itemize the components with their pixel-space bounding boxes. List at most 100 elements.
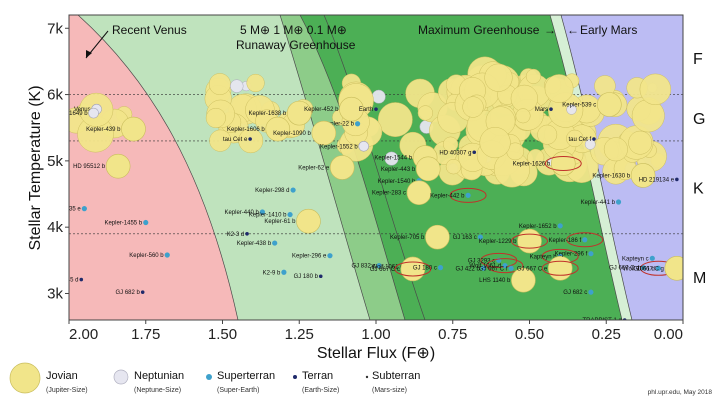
planet-marker	[327, 253, 333, 259]
background-planet-marker	[238, 128, 264, 154]
planet-marker	[502, 263, 508, 269]
planet-label: Kepler-1652 b	[519, 224, 557, 230]
planet-marker	[477, 234, 483, 240]
planet-label: Wolf 1061 d	[469, 264, 501, 270]
planet-label: Kepler-452 b	[304, 107, 339, 113]
highlight-ring	[566, 232, 604, 248]
planet-label: GJ 422 b	[455, 266, 480, 272]
planet-marker	[329, 155, 355, 180]
planet-marker	[281, 269, 287, 275]
planet-marker	[311, 120, 337, 146]
planet-label: Kepler-441 b	[581, 200, 616, 206]
x-tick-label: 1.00	[361, 326, 390, 343]
background-planet-marker	[628, 130, 653, 155]
planet-label: Mars	[535, 107, 548, 113]
planet-label: Wolf 1061 d	[623, 266, 655, 272]
planet-label: GJ 682 b	[116, 290, 141, 296]
planet-label: GJ 667 C d	[609, 266, 639, 272]
planet-label: TRAPPIST-1 g	[583, 318, 622, 324]
highlight-ring	[541, 260, 579, 276]
arrow-right: ←	[567, 23, 579, 37]
background-planet-marker	[537, 124, 558, 145]
planet-marker	[164, 252, 170, 258]
planet-label: Kepler-298 d	[255, 188, 289, 194]
background-planet-marker	[209, 129, 232, 152]
planet-label: Kepler-539 c	[562, 103, 596, 109]
zone-label-masses: 5 M⊕ 1 M⊕ 0.1 M⊕	[240, 23, 347, 37]
planet-marker	[480, 265, 487, 271]
planet-label: Kepler-438 b	[237, 241, 272, 247]
planet-label: Kapteyn c	[622, 256, 649, 262]
planet-marker	[358, 140, 370, 152]
planet-marker	[415, 156, 441, 182]
background-planet-marker	[246, 73, 265, 93]
planet-marker	[290, 187, 296, 193]
planet-marker	[272, 240, 278, 246]
planet-label: Kepler-296 e	[292, 254, 327, 260]
planet-marker	[79, 277, 84, 282]
planet-label: Kepler-1410 b	[249, 213, 287, 219]
legend-label: Superterran	[217, 370, 276, 382]
planet-label: Kepler-186 f	[548, 238, 581, 244]
planet-label: GJ 180 c	[413, 266, 437, 272]
planet-marker	[81, 206, 87, 212]
background-planet-marker	[462, 96, 484, 118]
planet-marker	[318, 274, 323, 279]
highlight-ring	[449, 187, 487, 203]
planet-label: Kepler-1229 b	[479, 239, 517, 245]
zone-label-maximum: Maximum Greenhouse	[418, 23, 540, 37]
legend-label: Jovian	[46, 370, 78, 382]
planet-label: Wolf 1061 c	[372, 264, 404, 270]
planet-label: Kepler-235 e	[46, 207, 81, 213]
arrow-left: →	[544, 23, 556, 37]
planet-label: GJ 667 C g	[634, 266, 664, 272]
y-tick-label: 4k	[47, 219, 63, 236]
planet-label: GJ 667 C c	[370, 267, 400, 273]
planet-marker	[517, 228, 542, 254]
planet-marker	[508, 265, 514, 271]
planet-marker	[406, 180, 432, 205]
planet-marker	[588, 289, 594, 295]
background-planet-marker	[584, 138, 596, 150]
x-tick-label: 1.75	[131, 326, 160, 343]
background-planet-marker	[510, 84, 538, 113]
spectral-class-label: G	[693, 111, 705, 128]
legend-label: Subterran	[372, 370, 421, 382]
legend-sublabel: (Neptune-Size)	[134, 387, 182, 394]
planet-label: Kepler-283 c	[372, 191, 406, 197]
spectral-class-label: M	[693, 270, 706, 287]
background-planet-marker	[445, 158, 462, 175]
planet-label: Kepler-61 b	[264, 219, 296, 225]
recent-venus-arrow-head	[86, 50, 92, 58]
planet-marker	[248, 137, 252, 141]
planet-marker	[374, 107, 378, 111]
planet-marker	[437, 265, 444, 271]
planet-label: Kepler-1090 b	[273, 131, 311, 137]
background-planet-marker	[603, 137, 628, 162]
credit-text: phl.upr.edu, May 2018	[647, 389, 712, 396]
planet-marker	[649, 255, 655, 261]
planet-label: HD 40307 g	[439, 150, 471, 156]
planet-marker	[511, 267, 536, 293]
zone-label-recent-venus: Recent Venus	[112, 23, 187, 37]
planet-marker	[259, 209, 266, 215]
planet-marker	[287, 211, 293, 218]
planet-marker	[425, 224, 450, 250]
planet-label: Kepler-442 b	[430, 193, 465, 199]
background-planet-marker	[566, 129, 584, 148]
background-planet-marker	[515, 108, 531, 124]
planet-marker	[592, 137, 596, 141]
y-tick-label: 3k	[47, 285, 63, 302]
planet-label: Kepler-1649 b	[50, 111, 88, 117]
y-tick-label: 6k	[47, 87, 63, 104]
planet-marker	[549, 107, 553, 111]
planet-marker	[547, 255, 573, 281]
planet-marker	[640, 265, 646, 271]
background-planet-marker	[442, 136, 459, 152]
planet-marker	[354, 121, 361, 127]
planet-label: Kepler-705 b	[390, 235, 425, 241]
planet-marker	[582, 237, 588, 243]
planet-marker	[121, 116, 146, 142]
planet-marker	[105, 153, 131, 179]
zone-label-early-mars: Early Mars	[580, 23, 637, 37]
